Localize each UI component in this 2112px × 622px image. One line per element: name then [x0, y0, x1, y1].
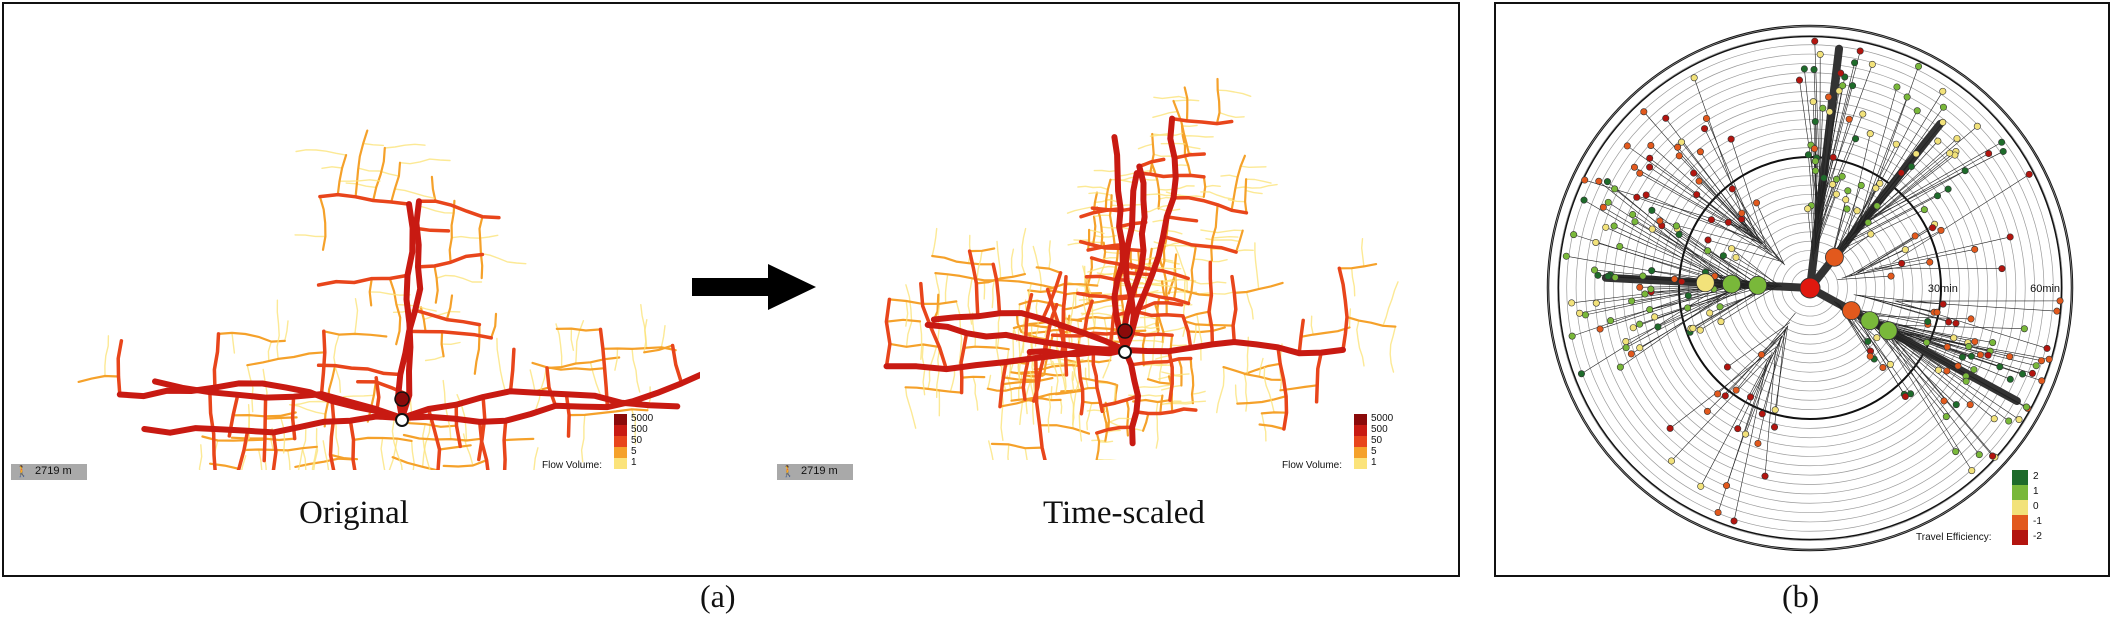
- legend-title: Flow Volume:: [542, 460, 603, 471]
- scale-bar-timescaled: 🚶 2719 m: [777, 464, 853, 480]
- legend-label: 5: [1371, 446, 1377, 457]
- legend-label: 1: [631, 457, 637, 468]
- legend-label: -1: [2033, 516, 2042, 527]
- ring-label-60min: 60min: [2030, 283, 2060, 295]
- legend-label: 5000: [631, 413, 654, 424]
- legend-label: 0: [2033, 501, 2039, 512]
- legend-swatch: [1354, 436, 1367, 447]
- flow-volume-legend-original: 5000 500 50 5 1 Flow Volume:: [542, 413, 704, 484]
- legend-swatch: [614, 414, 627, 425]
- legend-label: 2: [2033, 471, 2039, 482]
- legend-swatch: [2012, 470, 2028, 485]
- legend-title: Flow Volume:: [1282, 460, 1343, 471]
- legend-swatch: [2012, 530, 2028, 545]
- legend-swatch: [614, 447, 627, 458]
- legend-swatch: [2012, 515, 2028, 530]
- map-timescaled-flow: [883, 77, 1399, 460]
- travel-efficiency-legend: 2 1 0 -1 -2 Travel Efficiency:: [1916, 470, 2050, 560]
- legend-swatch: [1354, 458, 1367, 469]
- map-title-timescaled: Time-scaled: [1043, 495, 1205, 531]
- legend-label: 1: [2033, 486, 2039, 497]
- legend-label: 50: [1371, 435, 1383, 446]
- legend-label: 1: [1371, 457, 1377, 468]
- map-original-flow: [77, 129, 700, 470]
- legend-swatch: [614, 425, 627, 436]
- legend-label: -2: [2033, 531, 2042, 542]
- legend-label: 50: [631, 435, 643, 446]
- legend-label: 500: [631, 424, 648, 435]
- walker-icon: 🚶: [15, 466, 29, 478]
- scale-bar-original: 🚶 2719 m: [11, 464, 87, 480]
- radial-travel-efficiency-plot: 30min 60min: [1546, 24, 2074, 552]
- scale-label: 2719 m: [35, 465, 72, 477]
- right-arrow-icon: [692, 264, 816, 310]
- legend-swatch: [2012, 500, 2028, 515]
- flow-volume-legend-timescaled: 5000 500 50 5 1 Flow Volume:: [1282, 413, 1444, 484]
- legend-label: 500: [1371, 424, 1388, 435]
- legend-swatch: [2012, 485, 2028, 500]
- legend-title: Travel Efficiency:: [1916, 532, 1992, 543]
- legend-swatch: [1354, 425, 1367, 436]
- caption-a: (a): [700, 578, 736, 614]
- legend-swatch: [1354, 447, 1367, 458]
- legend-swatch: [614, 436, 627, 447]
- legend-swatch: [1354, 414, 1367, 425]
- legend-swatch: [614, 458, 627, 469]
- legend-label: 5000: [1371, 413, 1394, 424]
- ring-label-30min: 30min: [1928, 283, 1958, 295]
- map-title-original: Original: [299, 495, 409, 531]
- caption-b: (b): [1782, 578, 1820, 614]
- scale-label: 2719 m: [801, 465, 838, 477]
- legend-label: 5: [631, 446, 637, 457]
- walker-icon: 🚶: [781, 466, 795, 478]
